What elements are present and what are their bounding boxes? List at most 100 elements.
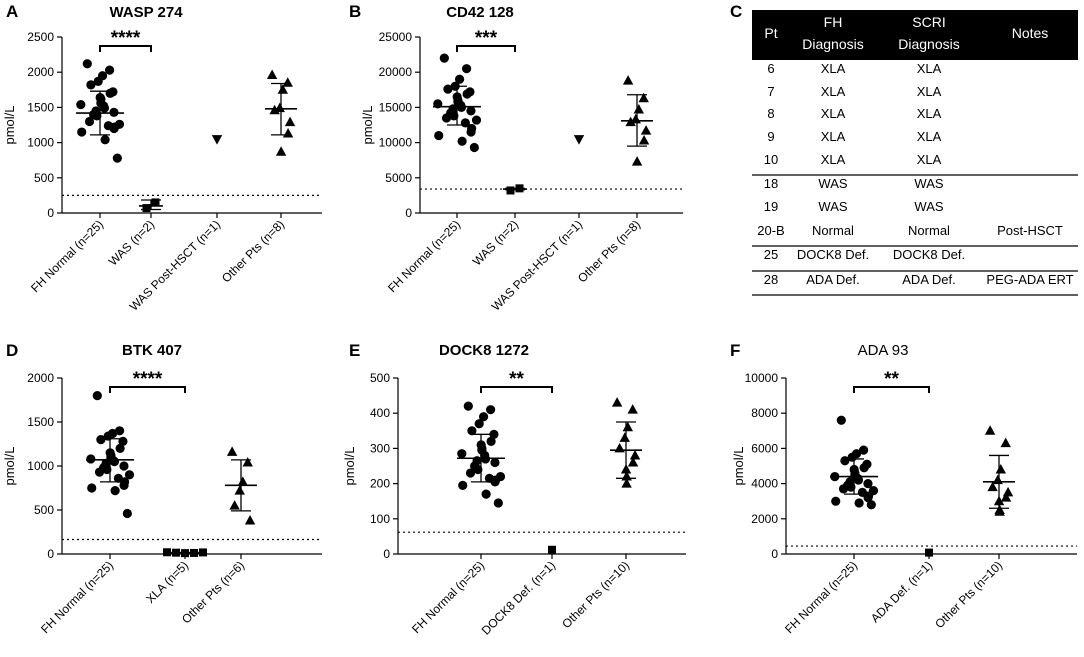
panel-e-y-tick-label: 200 bbox=[370, 477, 390, 491]
panel-b-point bbox=[471, 115, 482, 125]
panel-e-significance-bracket bbox=[480, 386, 553, 393]
table-header-cell: Pt bbox=[764, 25, 777, 41]
table-cell: XLA bbox=[917, 106, 942, 121]
panel-e-point bbox=[463, 401, 473, 411]
panel-d-point bbox=[124, 470, 135, 480]
panel-e-point bbox=[621, 478, 632, 488]
panel-d-point bbox=[234, 485, 245, 495]
panel-d-y-tick-label: 1000 bbox=[27, 459, 54, 473]
panel-d-point bbox=[119, 480, 129, 490]
panel-d-title: BTK 407 bbox=[122, 342, 182, 359]
table-cell: 7 bbox=[767, 84, 774, 99]
panel-e-point bbox=[614, 442, 625, 453]
panel-e-x-tick-label: Other Pts (n=10) bbox=[559, 558, 632, 631]
panel-a-x-tick-label: WAS (n=2) bbox=[106, 217, 157, 268]
panel-d-significance-label: **** bbox=[133, 369, 163, 390]
table-header-background bbox=[752, 10, 1078, 60]
panel-b-x-tick-label: FH Normal (n=25) bbox=[385, 217, 463, 295]
panel-d-point bbox=[110, 486, 120, 496]
table-cell: 18 bbox=[764, 176, 778, 191]
panel-d-x-tick-label: XLA (n=5) bbox=[143, 558, 191, 606]
panel-e-point bbox=[627, 404, 638, 414]
panel-f-point bbox=[838, 484, 849, 494]
table-cell: Post-HSCT bbox=[997, 223, 1063, 238]
panel-f-x-tick-label: ADA Def. (n=1) bbox=[868, 558, 935, 625]
panel-e-point bbox=[622, 421, 634, 432]
panel-d-point bbox=[122, 508, 132, 519]
panel-b-y-tick-label: 0 bbox=[405, 206, 412, 220]
panel-e-x-tick-label: FH Normal (n=25) bbox=[409, 558, 487, 636]
panel-f-point bbox=[840, 456, 850, 466]
panel-d-point bbox=[163, 548, 171, 557]
panel-d-point bbox=[94, 467, 105, 477]
panel-f-point bbox=[925, 548, 933, 557]
panel-b-y-tick-label: 10000 bbox=[379, 136, 413, 150]
panel-b-point bbox=[466, 127, 476, 137]
panel-b-point bbox=[640, 125, 652, 135]
table-cell: 10 bbox=[764, 152, 778, 167]
panel-b-title: CD42 128 bbox=[446, 4, 514, 21]
table-cell: ADA Def. bbox=[902, 272, 955, 287]
panel-f-point bbox=[836, 415, 846, 425]
panel-f-point bbox=[859, 445, 869, 455]
panel-f-point bbox=[992, 474, 1003, 485]
panel-a-point bbox=[284, 116, 296, 127]
panel-e-significance-label: ** bbox=[509, 369, 524, 390]
panel-f-y-axis-label: pmol/L bbox=[731, 446, 746, 485]
panel-a-y-tick-label: 2000 bbox=[27, 65, 54, 79]
panel-f-x-tick-label: FH Normal (n=25) bbox=[782, 558, 860, 636]
panel-e-point bbox=[473, 464, 483, 475]
panel-b-point bbox=[441, 113, 452, 123]
panel-f-y-tick-label: 4000 bbox=[751, 477, 778, 491]
panel-b-point bbox=[506, 186, 515, 195]
panel-d-y-axis-label: pmol/L bbox=[2, 446, 17, 485]
table-cell: 20-B bbox=[757, 223, 784, 238]
table-header-cell: Diagnosis bbox=[898, 36, 959, 52]
panel-b-point bbox=[454, 74, 465, 84]
panel-f-y-tick-label: 10000 bbox=[745, 371, 779, 385]
panel-e-point bbox=[474, 419, 484, 429]
panel-e-point bbox=[489, 429, 499, 439]
panel-b-point bbox=[466, 106, 476, 116]
panel-d-significance-bracket bbox=[109, 386, 186, 393]
panel-a-point bbox=[82, 59, 92, 69]
table-cell: XLA bbox=[917, 84, 942, 99]
panel-d-point bbox=[86, 454, 96, 464]
panel-b-x-tick-label: WAS (n=2) bbox=[470, 217, 521, 268]
table-cell: ADA Def. bbox=[806, 272, 859, 287]
panel-f-significance-label: ** bbox=[884, 369, 899, 390]
table-cell: 19 bbox=[764, 199, 778, 214]
panel-b-y-tick-label: 15000 bbox=[379, 100, 413, 114]
table-cell: 8 bbox=[767, 106, 774, 121]
panel-a-y-tick-label: 1500 bbox=[27, 100, 54, 114]
panel-e-point bbox=[458, 480, 468, 490]
table-cell: WAS bbox=[914, 176, 943, 191]
panel-d-point bbox=[92, 391, 102, 401]
panel-f-point bbox=[854, 498, 864, 508]
panel-d-point bbox=[109, 457, 120, 467]
panel-d-y-tick-label: 500 bbox=[34, 503, 54, 517]
table-cell: XLA bbox=[821, 84, 846, 99]
panel-e-y-tick-label: 0 bbox=[383, 547, 390, 561]
panel-a-y-tick-label: 1000 bbox=[27, 136, 54, 150]
panel-d-x-tick-label: FH Normal (n=25) bbox=[38, 558, 116, 636]
panel-a-point bbox=[84, 116, 95, 127]
panel-b-point bbox=[462, 89, 472, 99]
table-header-cell: SCRI bbox=[912, 14, 945, 30]
panel-d-point bbox=[226, 446, 238, 456]
panel-b-point bbox=[633, 104, 645, 114]
panel-e-point bbox=[457, 449, 467, 459]
table-cell: WAS bbox=[818, 176, 847, 191]
panel-f-title: ADA 93 bbox=[858, 342, 909, 359]
panel-b-x-tick-label: Other Pts (n=8) bbox=[575, 217, 643, 285]
panel-b-point bbox=[622, 75, 634, 85]
panel-a-title: WASP 274 bbox=[109, 4, 183, 21]
table-cell: WAS bbox=[818, 199, 847, 214]
panel-e-point bbox=[629, 449, 641, 460]
table-cell: XLA bbox=[917, 129, 942, 144]
panel-e-x-tick-label: DOCK8 Def. (n=1) bbox=[479, 558, 558, 637]
table-cell: DOCK8 Def. bbox=[893, 247, 965, 262]
panel-b-y-tick-label: 25000 bbox=[379, 30, 413, 44]
panel-f-point bbox=[863, 493, 873, 503]
panel-b-point bbox=[434, 130, 444, 141]
